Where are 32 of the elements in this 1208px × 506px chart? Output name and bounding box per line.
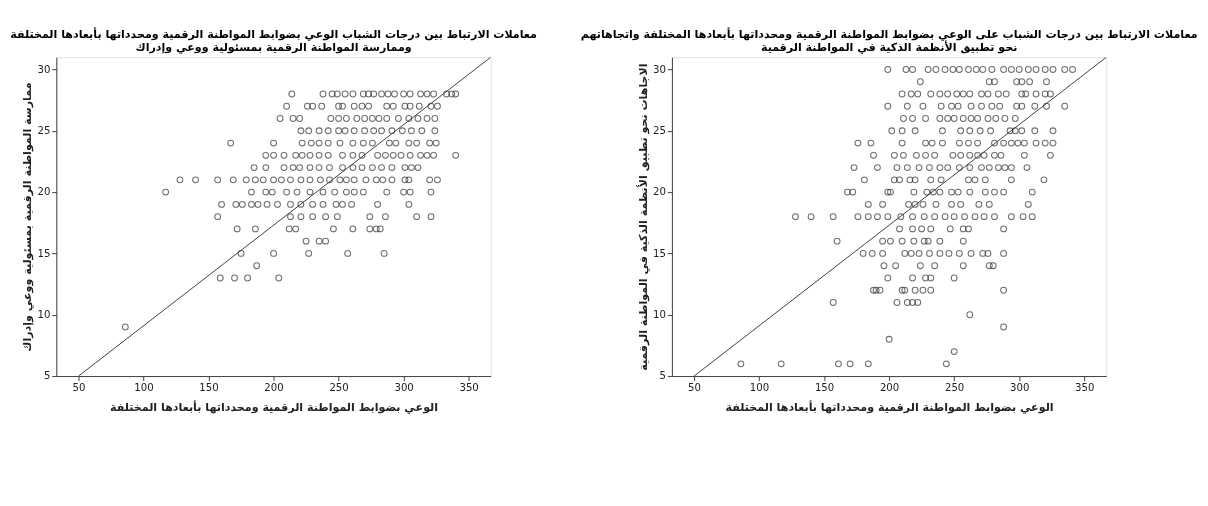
y-tick-label: 20 — [37, 186, 51, 198]
x-axis-title: الوعي بضوابط المواطنة الرقمية ومحدداتها بأبعادها المختلفة — [725, 399, 1054, 414]
y-axis-title: ممارسة المواطنة الرقمية بمسئولية ووعي وإدراك — [20, 82, 34, 352]
y-tick-label: 10 — [37, 309, 51, 320]
y-tick-label: 25 — [652, 125, 666, 137]
x-tick-label: 150 — [814, 382, 835, 394]
x-axis-title: الوعي بضوابط المواطنة الرقمية ومحدداتها بأبعادها المختلفة — [110, 399, 439, 414]
chart-title: معاملات الارتباط بين درجات الشباب على الوعي بضوابط المواطنة الرقمية ومحدداتها بأبعادها المختلفة واتجاهاتهم نحو تطبيق الأنظمة الذكية في المواطنة الرقمية — [580, 26, 1198, 54]
x-tick-label: 250 — [944, 382, 965, 394]
y-axis-title: الاجاهات نحو تطبيق الأنظمة الذكية في المواطنة الرقمية — [635, 63, 650, 371]
x-tick-label: 100 — [749, 382, 770, 394]
x-tick-label: 350 — [1074, 382, 1095, 394]
x-tick-label: 200 — [879, 382, 900, 394]
y-tick-label: 15 — [37, 247, 51, 259]
y-tick-label: 15 — [652, 247, 666, 259]
x-tick-label: 100 — [134, 382, 154, 394]
y-tick-label: 5 — [659, 370, 666, 382]
y-tick-label: 5 — [43, 370, 51, 382]
x-tick-label: 250 — [329, 382, 349, 394]
x-tick-label: 350 — [459, 382, 479, 394]
chart-title: معاملات الارتباط بين درجات الشباب الوعي بضوابط المواطنة الرقمية ومحدداتها بأبعادها المختلفة وممارسة المواطنة الرقمية بمسئولية ووعي وإدراك — [10, 26, 538, 54]
x-tick-label: 50 — [72, 382, 86, 394]
x-tick-label: 150 — [199, 382, 219, 394]
y-tick-label: 30 — [652, 63, 666, 75]
y-tick-label: 20 — [652, 186, 666, 198]
x-tick-label: 300 — [1009, 382, 1030, 394]
y-tick-label: 30 — [37, 63, 51, 75]
y-tick-label: 25 — [37, 125, 51, 137]
x-tick-label: 300 — [394, 382, 414, 394]
x-tick-label: 50 — [688, 382, 701, 394]
x-tick-label: 200 — [264, 382, 284, 394]
y-tick-label: 10 — [652, 309, 666, 320]
